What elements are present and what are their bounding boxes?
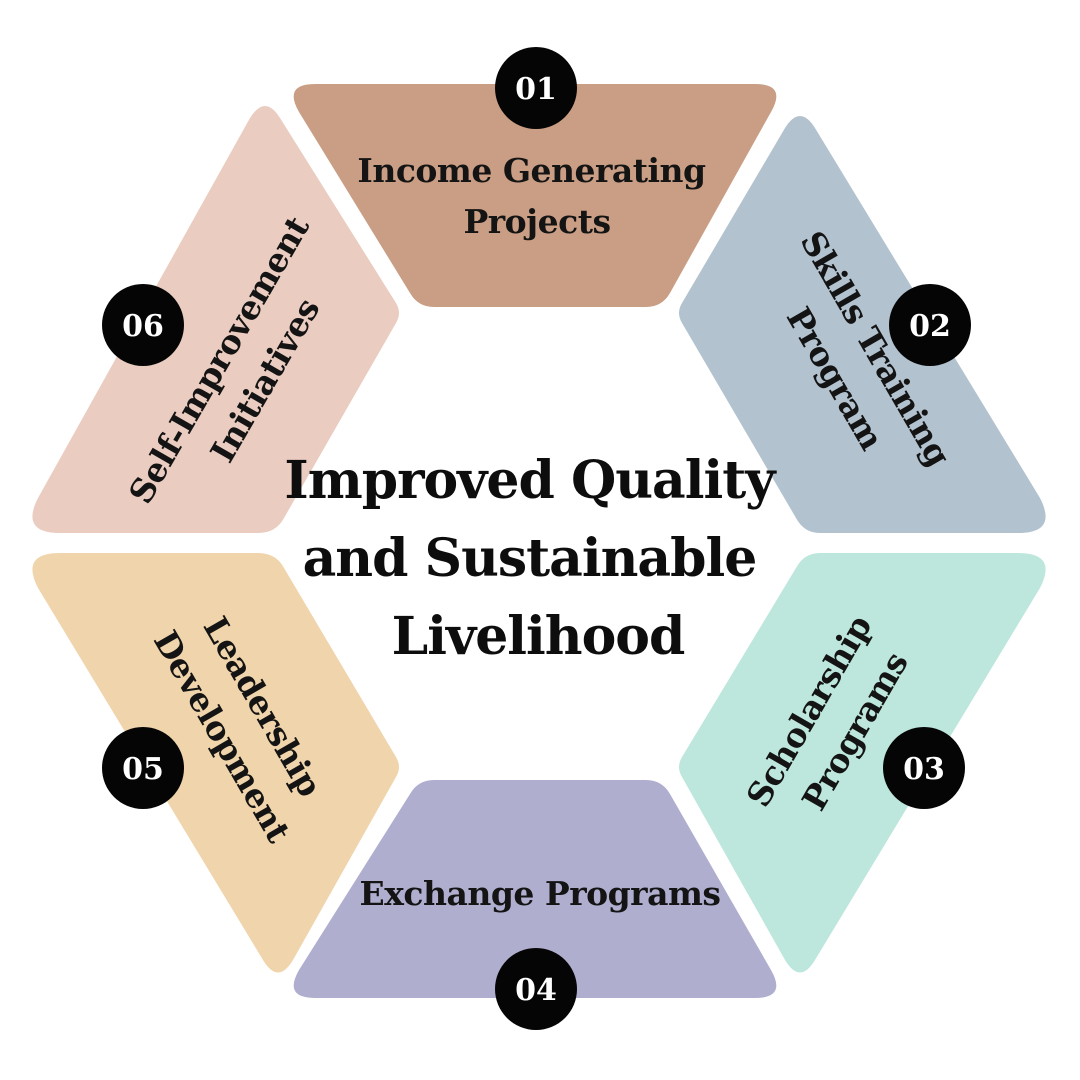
segment-01-shape [293,84,777,307]
segment-04-shape [293,780,777,998]
badge-04: 04 [495,948,577,1030]
badge-02: 02 [889,284,971,366]
center-title-line-1: Improved Quality [284,450,777,511]
badge-04-number: 04 [515,973,557,1008]
badge-05-number: 05 [122,752,164,787]
segment-04-label-line-1: Exchange Programs [360,874,721,913]
segment-01-label: Income Generating Projects [357,151,716,241]
segment-06-shape [32,106,400,533]
badge-05: 05 [102,727,184,809]
badge-03: 03 [883,727,965,809]
segment-05-shape [32,553,400,973]
segment-01: Income Generating Projects [293,84,777,307]
segment-03: Scholarship Programs [679,553,1046,973]
segment-05: Leadership Development [32,553,400,973]
center-title-line-2: and Sustainable [303,528,757,589]
center-title-line-3: Livelihood [392,606,685,667]
badge-03-number: 03 [903,752,945,787]
badge-04-circle [495,948,577,1030]
badge-06-number: 06 [122,309,164,344]
segment-04-label: Exchange Programs [360,874,721,913]
segment-01-label-line-1: Income Generating [357,151,706,190]
center-title: Improved Quality and Sustainable Livelih… [284,450,791,667]
segment-06: Self-Improvement Initiatives [32,106,400,533]
badge-06: 06 [102,284,184,366]
badge-06-circle [102,284,184,366]
badge-01-circle [495,47,577,129]
badge-01: 01 [495,47,577,129]
badge-02-circle [889,284,971,366]
segment-01-label-line-2: Projects [463,202,610,241]
segment-02-shape [679,116,1046,533]
badge-01-number: 01 [515,72,557,107]
badge-03-circle [883,727,965,809]
segment-04: Exchange Programs [293,780,777,998]
badge-02-number: 02 [909,309,951,344]
segment-03-shape [679,553,1046,973]
badge-05-circle [102,727,184,809]
